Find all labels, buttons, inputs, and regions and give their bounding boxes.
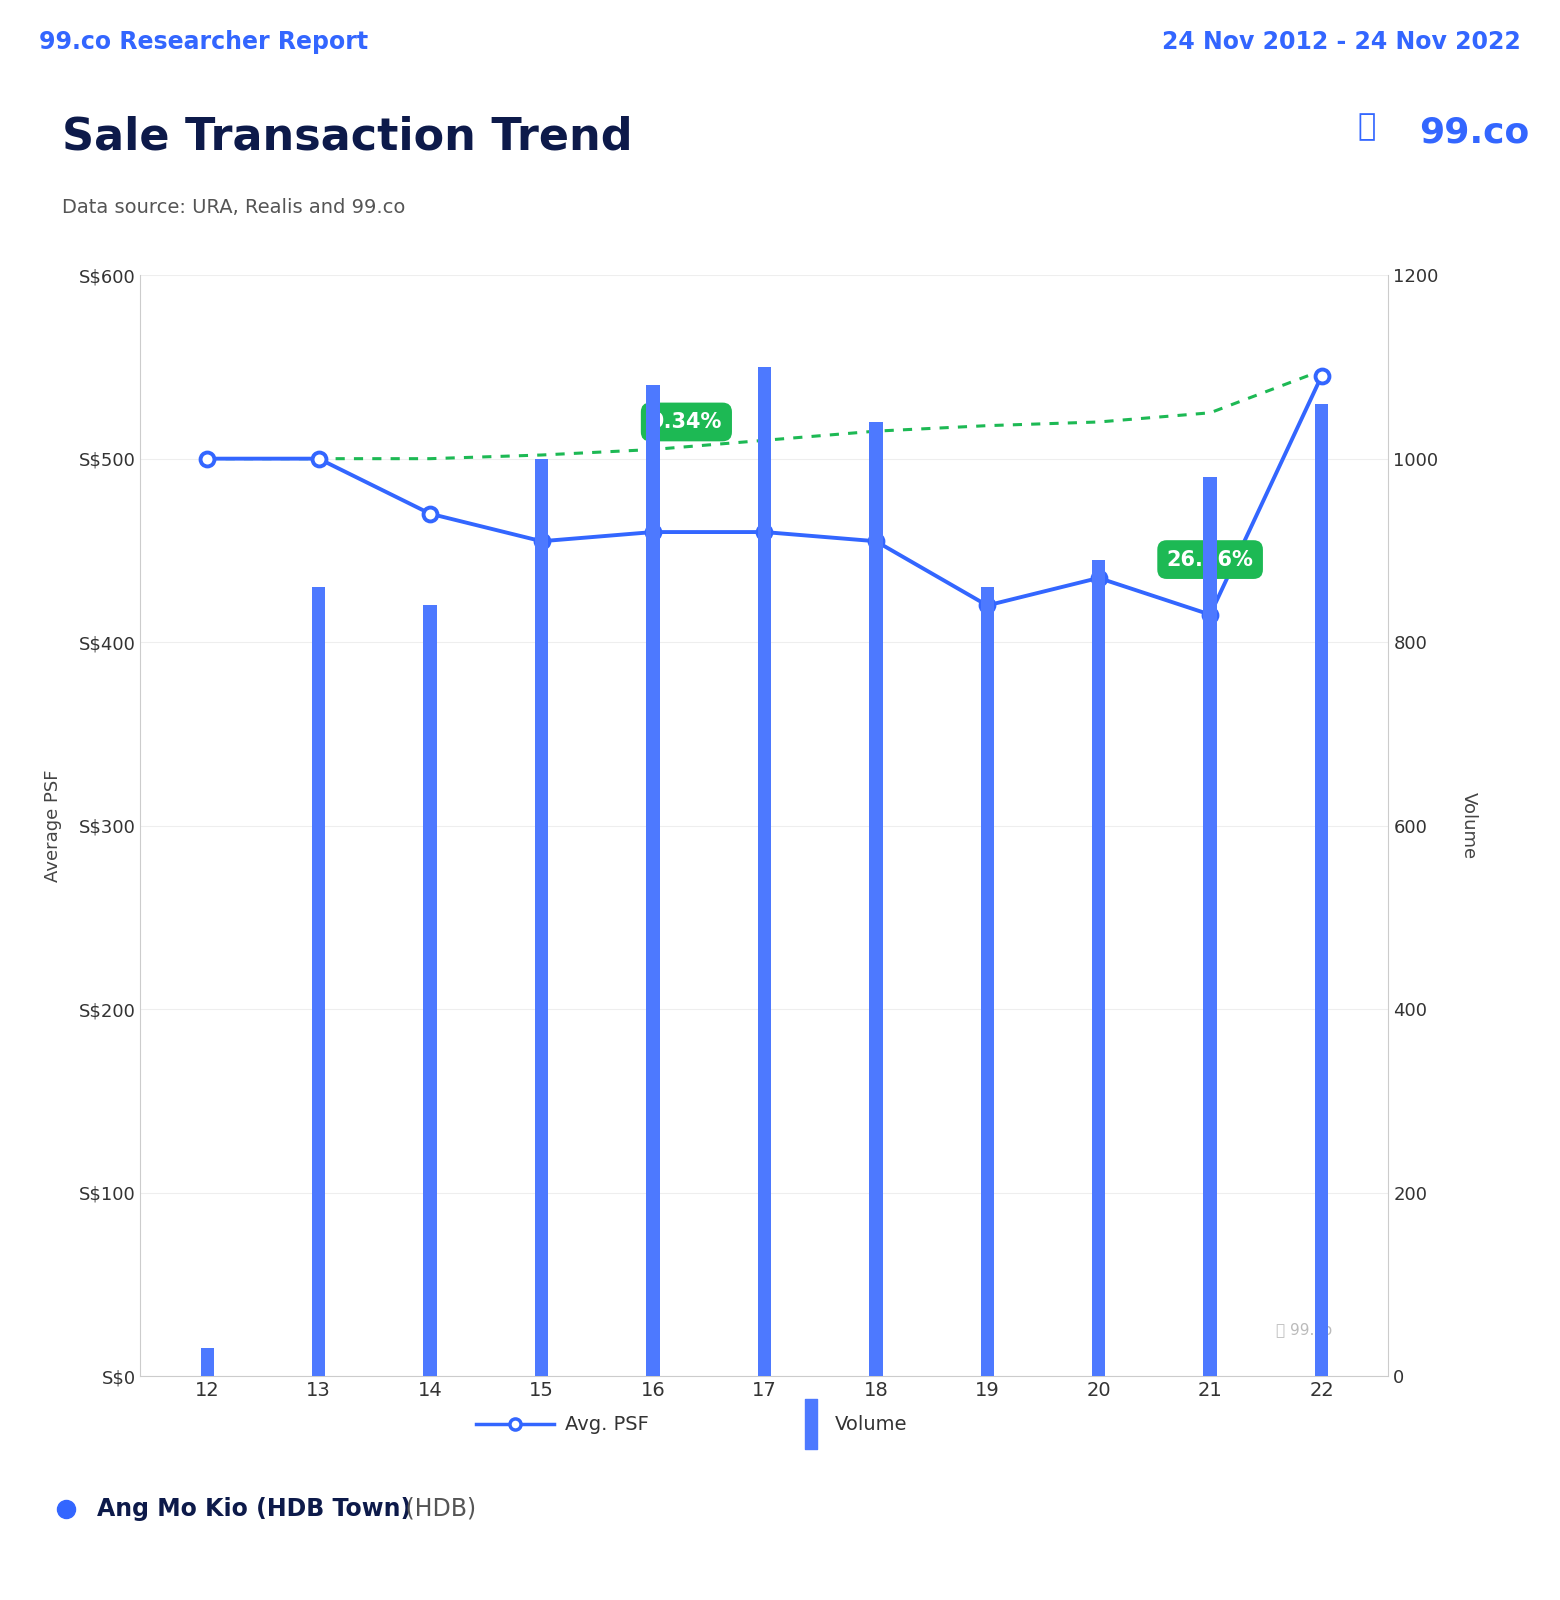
Bar — [869, 422, 883, 1376]
Text: (HDB): (HDB) — [398, 1498, 476, 1520]
Text: 📍 99.co: 📍 99.co — [1276, 1323, 1332, 1338]
Bar — [423, 605, 437, 1376]
Bar — [758, 366, 771, 1376]
Text: 9.34%: 9.34% — [651, 411, 722, 432]
Bar — [981, 587, 994, 1376]
Y-axis label: Average PSF: Average PSF — [44, 770, 62, 882]
Text: 📍: 📍 — [1357, 112, 1376, 141]
Bar — [312, 587, 326, 1376]
Bar — [646, 386, 660, 1376]
Bar — [1315, 403, 1328, 1376]
Text: Avg. PSF: Avg. PSF — [565, 1414, 649, 1434]
Text: 99.co: 99.co — [1420, 115, 1530, 149]
Text: Ang Mo Kio (HDB Town): Ang Mo Kio (HDB Town) — [97, 1498, 410, 1520]
Bar — [1092, 560, 1106, 1376]
Bar — [201, 1349, 214, 1376]
Text: 26.96%: 26.96% — [1167, 549, 1254, 570]
Bar — [535, 459, 548, 1376]
Text: Volume: Volume — [835, 1414, 906, 1434]
Text: Data source: URA, Realis and 99.co: Data source: URA, Realis and 99.co — [62, 198, 406, 218]
Text: 99.co Researcher Report: 99.co Researcher Report — [39, 29, 368, 53]
Text: 24 Nov 2012 - 24 Nov 2022: 24 Nov 2012 - 24 Nov 2022 — [1162, 29, 1521, 53]
Y-axis label: Volume: Volume — [1460, 792, 1477, 859]
Bar — [1203, 477, 1217, 1376]
Text: Sale Transaction Trend: Sale Transaction Trend — [62, 115, 633, 158]
